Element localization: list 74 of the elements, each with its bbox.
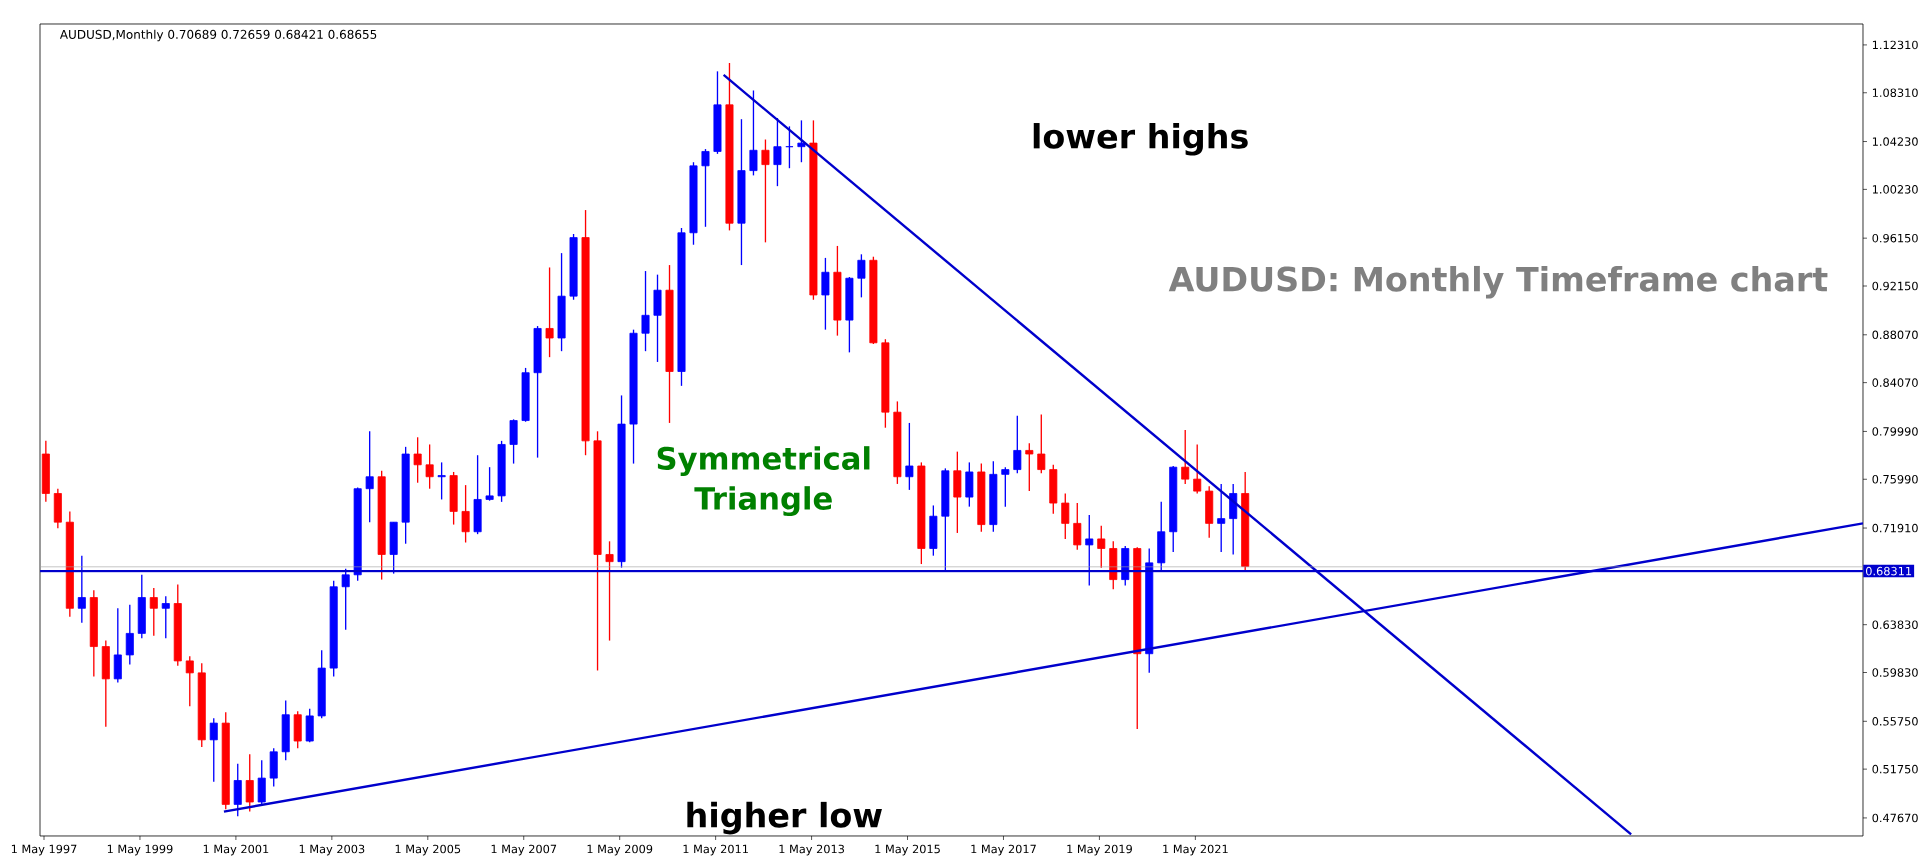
candlestick [413, 436, 422, 484]
x-tick-label: 1 May 2007 [491, 844, 557, 856]
annotation: lower highs [1033, 123, 1248, 156]
candlestick [1013, 415, 1022, 474]
x-tick-label: 1 May 1997 [11, 844, 77, 856]
candlestick [77, 555, 86, 624]
y-tick-label: 0.75990 [1872, 474, 1918, 484]
candlestick [461, 484, 470, 544]
candlestick [1025, 442, 1034, 492]
candlestick [701, 148, 710, 228]
candlestick [1217, 483, 1226, 553]
candlestick [749, 89, 758, 177]
candlestick [1037, 413, 1046, 474]
candlestick [821, 257, 830, 331]
candlestick [797, 119, 806, 163]
ref-line-label: 0.68311 [1866, 566, 1912, 576]
candlestick [113, 607, 122, 684]
candlestick [149, 587, 158, 637]
y-tick-label: 1.00230 [1872, 185, 1918, 194]
candlestick [209, 717, 218, 783]
y-tick-label: 0.84070 [1872, 378, 1918, 387]
y-tick-label: 0.55750 [1872, 717, 1918, 726]
chart-subtitle: AUDUSD,Monthly 0.70689 0.72659 0.68421 0.68655 [59, 29, 377, 42]
candlestick [437, 461, 446, 501]
y-tick-label: 0.96150 [1872, 233, 1918, 243]
y-tick-label: 1.04230 [1872, 137, 1918, 146]
candlestick [605, 540, 614, 642]
y-tick-label: 0.51750 [1872, 764, 1918, 774]
y-tick-label: 0.63830 [1872, 620, 1918, 629]
candlestick [1061, 492, 1070, 540]
y-tick-label: 1.12310 [1872, 40, 1918, 50]
y-tick-label: 0.79990 [1872, 427, 1918, 436]
candlestick [425, 443, 434, 490]
candlestick [905, 422, 914, 491]
candlestick [245, 753, 254, 813]
x-tick-label: 1 May 2011 [683, 844, 748, 856]
candlestick [857, 253, 866, 299]
candlestick [1181, 429, 1190, 485]
candlestick [1097, 525, 1106, 569]
candlestick [1073, 502, 1082, 551]
x-tick-label: 1 May 2003 [299, 844, 365, 856]
candlestick [365, 430, 374, 523]
candlestick [1085, 514, 1094, 587]
candlestick [233, 763, 242, 818]
x-tick-label: 1 May 2009 [587, 844, 653, 856]
x-tick-label: 1 May 2021 [1163, 844, 1228, 856]
x-tick-label: 1 May 2017 [971, 844, 1036, 856]
candlestick [485, 466, 494, 502]
candlestick [125, 604, 134, 666]
candlestick [545, 266, 554, 358]
annotation: higher low [687, 801, 882, 835]
candlestick [341, 568, 350, 631]
candlestick [761, 138, 770, 244]
y-tick-label: 0.71910 [1872, 523, 1918, 533]
candlestick [1193, 443, 1202, 495]
y-tick-label: 0.88070 [1872, 330, 1918, 340]
x-tick-label: 1 May 2005 [395, 844, 461, 856]
x-tick-label: 1 May 1999 [107, 844, 173, 856]
candlestick [185, 655, 194, 708]
x-tick-label: 1 May 2013 [779, 844, 844, 856]
text: AUDUSD: Monthly Timeframe chart [1168, 265, 1828, 299]
candlestick [509, 418, 518, 465]
candlestick [641, 270, 650, 352]
y-tick-label: 0.59830 [1872, 668, 1918, 677]
y-tick-label: 0.92150 [1872, 281, 1918, 291]
candlestick [1001, 466, 1010, 508]
y-tick-label: 0.47670 [1872, 813, 1918, 823]
candlestick [161, 595, 170, 639]
candlestick [257, 759, 266, 806]
x-tick-label: 1 May 2019 [1067, 844, 1132, 856]
y-tick-label: 1.08310 [1872, 88, 1918, 98]
x-tick-label: 1 May 2001 [203, 844, 269, 856]
annotation: Symmetrical Triangle [657, 446, 870, 517]
x-tick-label: 1 May 2015 [875, 844, 940, 856]
